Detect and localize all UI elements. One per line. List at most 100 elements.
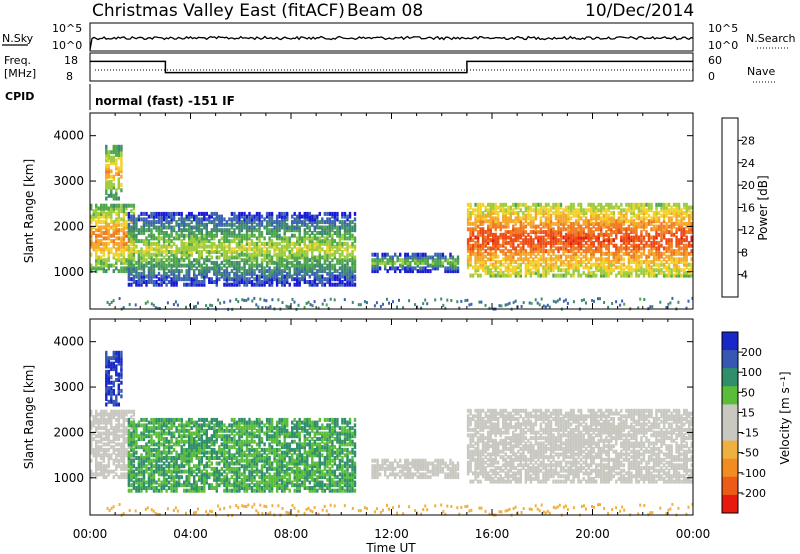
cpid-text: normal (fast) -151 IF [95, 94, 235, 108]
power-cell [326, 212, 328, 216]
power-cell [565, 255, 567, 259]
power-cell [278, 220, 280, 224]
power-cell [613, 211, 615, 215]
power-cell [660, 268, 662, 272]
power-cell [555, 274, 557, 278]
power-cell [228, 217, 230, 221]
power-cell [517, 244, 519, 248]
power-cell [660, 244, 662, 248]
power-cell [575, 208, 577, 212]
power-cell [621, 300, 623, 303]
power-cell [108, 180, 110, 184]
velocity-cell [108, 429, 110, 433]
velocity-cell [135, 486, 137, 490]
power-cell [158, 212, 160, 216]
power-cell [108, 207, 110, 211]
power-cell [251, 247, 253, 251]
power-cell [311, 231, 313, 235]
power-cell [397, 256, 399, 260]
velocity-cell [110, 410, 112, 414]
velocity-cell [115, 410, 117, 414]
power-cell [120, 188, 122, 192]
power-cell [686, 230, 688, 234]
power-cell [125, 231, 127, 235]
power-cell [246, 269, 248, 273]
power-cell [577, 203, 579, 207]
power-cell [216, 223, 218, 227]
power-cell [490, 203, 492, 207]
power-cell [635, 214, 637, 218]
power-cell [221, 242, 223, 246]
power-cell [316, 256, 318, 260]
power-cell [158, 226, 160, 230]
power-cell [198, 236, 200, 240]
power-cell [253, 242, 255, 246]
power-cell [605, 238, 607, 242]
power-cell [206, 217, 208, 221]
power-cell [655, 246, 657, 250]
power-cell [108, 194, 110, 198]
power-cell [535, 298, 537, 301]
velocity-cell [110, 453, 112, 457]
power-cell [115, 242, 117, 246]
power-cell [633, 268, 635, 272]
power-cell [231, 261, 233, 265]
power-cell [339, 226, 341, 230]
power-cell [125, 220, 127, 224]
power-cell [630, 255, 632, 259]
power-cell [635, 244, 637, 248]
power-cell [658, 233, 660, 237]
power-cell [205, 304, 207, 307]
power-cell [510, 268, 512, 272]
power-cell [140, 247, 142, 251]
power-cell [653, 211, 655, 215]
power-cell [398, 299, 400, 302]
power-cell [575, 227, 577, 231]
power-cell [120, 258, 122, 262]
velocity-cell [143, 470, 145, 474]
velocity-cell [100, 462, 102, 466]
power-cell [680, 268, 682, 272]
power-cell [449, 261, 451, 265]
velocity-cell [130, 421, 132, 425]
power-cell [532, 238, 534, 242]
power-cell [535, 260, 537, 264]
velocity-cell [128, 451, 130, 455]
power-cell [173, 269, 175, 273]
power-cell [509, 302, 511, 305]
velocity-cell [98, 418, 100, 422]
power-cell [346, 215, 348, 219]
power-cell [517, 227, 519, 231]
power-cell [537, 208, 539, 212]
power-cell [196, 234, 198, 238]
power-cell [181, 269, 183, 273]
power-cell [277, 298, 279, 301]
power-cell [223, 217, 225, 221]
power-cell [168, 256, 170, 260]
power-cell [108, 150, 110, 154]
velocity-cell [105, 418, 107, 422]
velocity-cell [118, 442, 120, 446]
power-cell [143, 212, 145, 216]
power-cell [665, 274, 667, 278]
power-cell [663, 257, 665, 261]
power-cell [291, 220, 293, 224]
power-cell [628, 219, 630, 223]
power-cell [160, 212, 162, 216]
power-cell [500, 244, 502, 248]
velocity-cell [125, 472, 127, 476]
power-cell [515, 216, 517, 220]
power-cell [613, 206, 615, 210]
power-cell [572, 222, 574, 226]
power-cell [374, 258, 376, 262]
power-cell [515, 265, 517, 269]
power-cell [665, 255, 667, 259]
y-tick-label: 3000 [53, 174, 84, 188]
power-heatmap [90, 145, 694, 311]
power-cell [301, 264, 303, 268]
power-cell [640, 203, 642, 207]
power-cell [513, 301, 515, 304]
power-cell [218, 239, 220, 243]
power-cell [193, 269, 195, 273]
power-cell [640, 246, 642, 250]
